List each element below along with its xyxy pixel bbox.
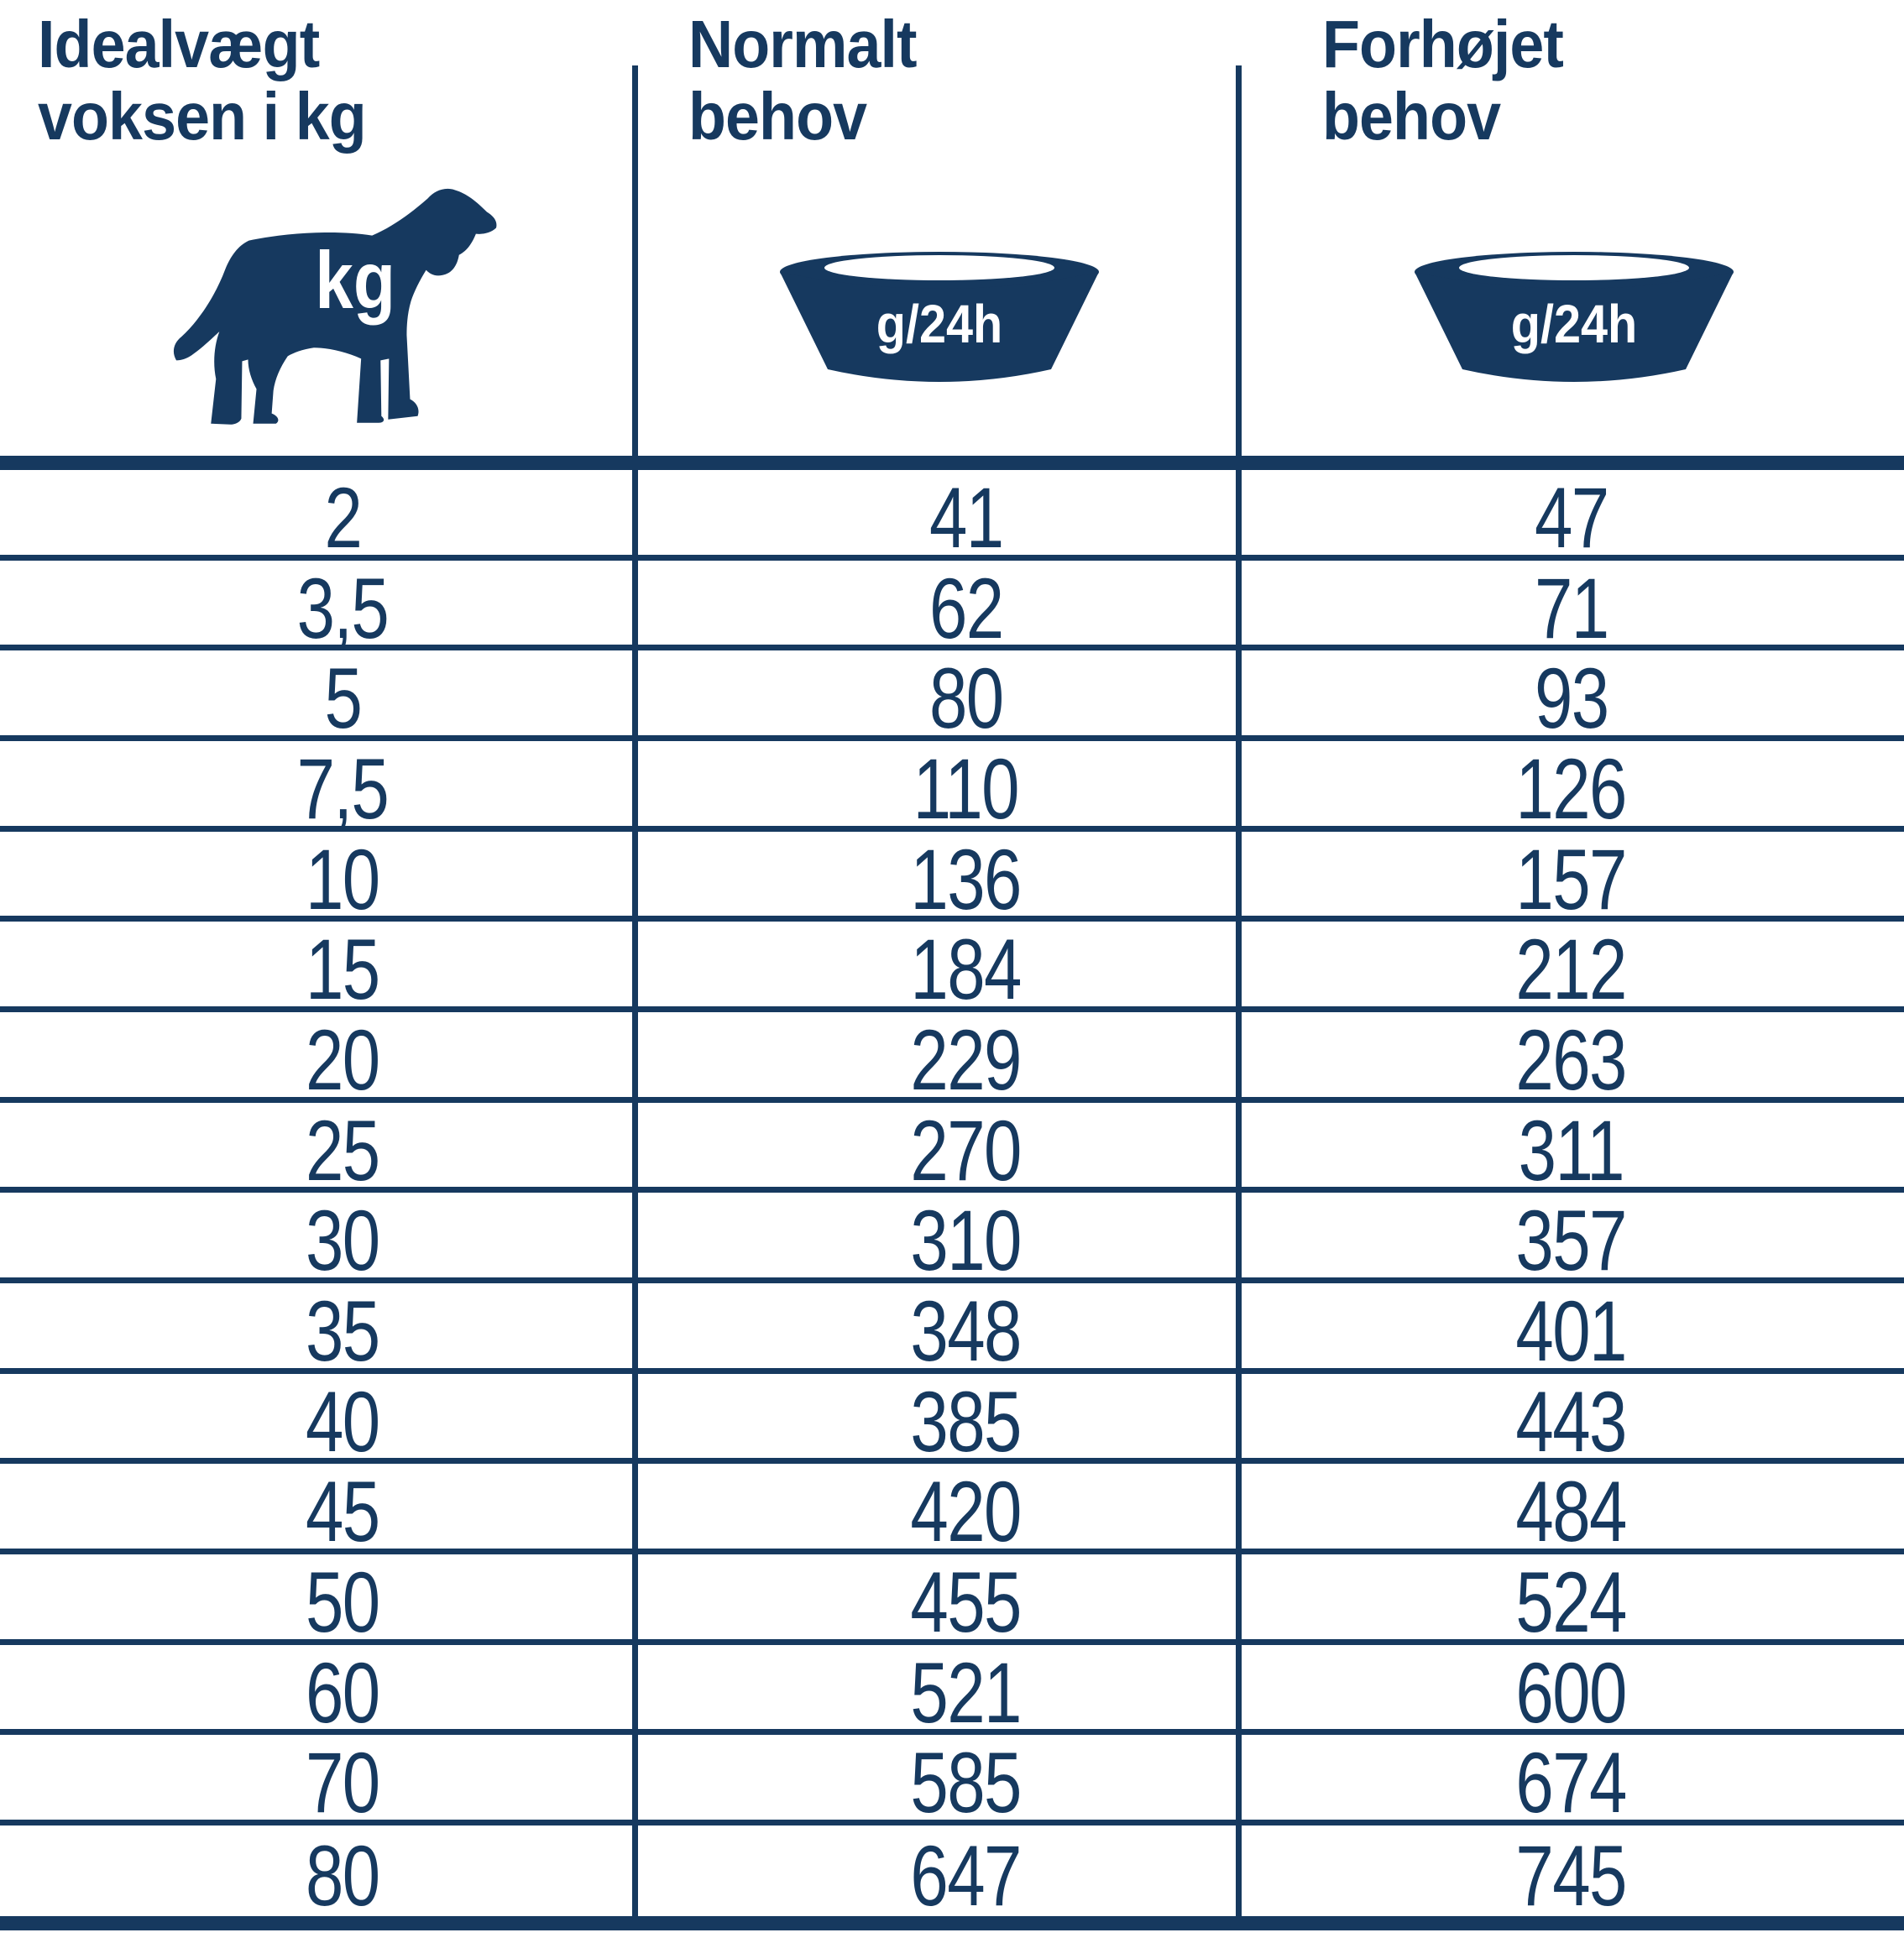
normal-need-value: 270 [910, 1102, 1023, 1199]
column-header-increased-need: Forhøjet behov [1322, 7, 1564, 154]
weight-value: 25 [306, 1102, 380, 1199]
increased-need-value: 674 [1515, 1735, 1628, 1831]
increased-need-value: 263 [1515, 1011, 1628, 1108]
header-line: Normalt [688, 7, 918, 81]
increased-need-value: 93 [1534, 650, 1609, 747]
normal-need-value: 229 [910, 1011, 1023, 1108]
food-bowl-icon: g/24h [780, 252, 1099, 382]
increased-need-value: 357 [1515, 1193, 1628, 1289]
weight-value: 10 [306, 831, 380, 927]
table-row: 5 80 93 [0, 650, 1904, 746]
table-row: 50 455 524 [0, 1554, 1904, 1650]
table-body: 2 41 47 3,5 62 71 5 80 93 7,5 110 126 10… [0, 470, 1904, 1924]
table-row: 20 229 263 [0, 1012, 1904, 1108]
table-row: 60 521 600 [0, 1645, 1904, 1741]
normal-need-value: 647 [910, 1828, 1023, 1925]
normal-need-value: 184 [910, 922, 1023, 1018]
weight-value: 35 [306, 1282, 380, 1379]
normal-need-value: 41 [928, 469, 1004, 566]
weight-value: 2 [324, 469, 362, 566]
increased-need-value: 212 [1515, 922, 1628, 1018]
normal-need-value: 521 [910, 1644, 1023, 1741]
header-divider-bar [0, 456, 1904, 470]
normal-need-value: 585 [910, 1735, 1023, 1831]
increased-need-value: 443 [1515, 1373, 1628, 1470]
header-line: Idealvægt [38, 7, 320, 81]
header-line: voksen i kg [38, 79, 367, 154]
header-line: behov [688, 79, 867, 154]
dog-icon: kg [173, 188, 497, 425]
table-row: 25 270 311 [0, 1103, 1904, 1199]
column-header-ideal-weight: Idealvægt voksen i kg [38, 7, 367, 154]
increased-need-value: 311 [1518, 1102, 1625, 1199]
header-line: Forhøjet [1322, 7, 1564, 81]
table-row: 10 136 157 [0, 832, 1904, 927]
table-row: 40 385 443 [0, 1374, 1904, 1470]
normal-need-value: 385 [910, 1373, 1023, 1470]
increased-need-value: 47 [1534, 469, 1609, 566]
weight-value: 80 [306, 1828, 380, 1925]
increased-need-value: 126 [1515, 740, 1628, 837]
table-row: 35 348 401 [0, 1283, 1904, 1379]
normal-need-value: 455 [910, 1554, 1023, 1650]
g-per-24h-label: g/24h [1511, 294, 1637, 353]
weight-value: 30 [306, 1193, 380, 1289]
weight-value: 20 [306, 1011, 380, 1108]
bottom-border-bar [0, 1916, 1904, 1930]
g-per-24h-label: g/24h [876, 294, 1002, 353]
weight-value: 7,5 [296, 740, 390, 837]
increased-need-value: 157 [1515, 831, 1628, 927]
increased-need-value: 71 [1534, 560, 1609, 656]
normal-need-value: 348 [910, 1282, 1023, 1379]
normal-need-value: 80 [928, 650, 1004, 747]
weight-value: 15 [306, 922, 380, 1018]
weight-value: 50 [306, 1554, 380, 1650]
table-row: 2 41 47 [0, 470, 1904, 566]
weight-value: 70 [306, 1735, 380, 1831]
increased-need-value: 401 [1515, 1282, 1628, 1379]
normal-need-value: 420 [910, 1464, 1023, 1560]
increased-need-value: 524 [1515, 1554, 1628, 1650]
increased-need-value: 484 [1515, 1464, 1628, 1560]
normal-need-value: 110 [913, 740, 1020, 837]
weight-value: 3,5 [296, 560, 390, 656]
weight-value: 60 [306, 1644, 380, 1741]
header-line: behov [1322, 79, 1501, 154]
normal-need-value: 136 [910, 831, 1023, 927]
column-header-normal-need: Normalt behov [688, 7, 918, 154]
table-row: 45 420 484 [0, 1464, 1904, 1559]
table-row: 30 310 357 [0, 1193, 1904, 1288]
weight-value: 5 [324, 650, 362, 747]
weight-value: 40 [306, 1373, 380, 1470]
table-row: 15 184 212 [0, 922, 1904, 1017]
weight-value: 45 [306, 1464, 380, 1560]
increased-need-value: 600 [1515, 1644, 1628, 1741]
kg-unit-label: kg [315, 235, 395, 326]
increased-need-value: 745 [1515, 1828, 1628, 1925]
normal-need-value: 310 [910, 1193, 1023, 1289]
column-divider [1236, 65, 1242, 1930]
table-row: 70 585 674 [0, 1735, 1904, 1831]
table-row: 3,5 62 71 [0, 561, 1904, 656]
food-bowl-icon: g/24h [1415, 252, 1734, 382]
table-row: 80 647 745 [0, 1825, 1904, 1924]
column-divider [632, 65, 638, 1930]
table-row: 7,5 110 126 [0, 741, 1904, 837]
normal-need-value: 62 [928, 560, 1004, 656]
